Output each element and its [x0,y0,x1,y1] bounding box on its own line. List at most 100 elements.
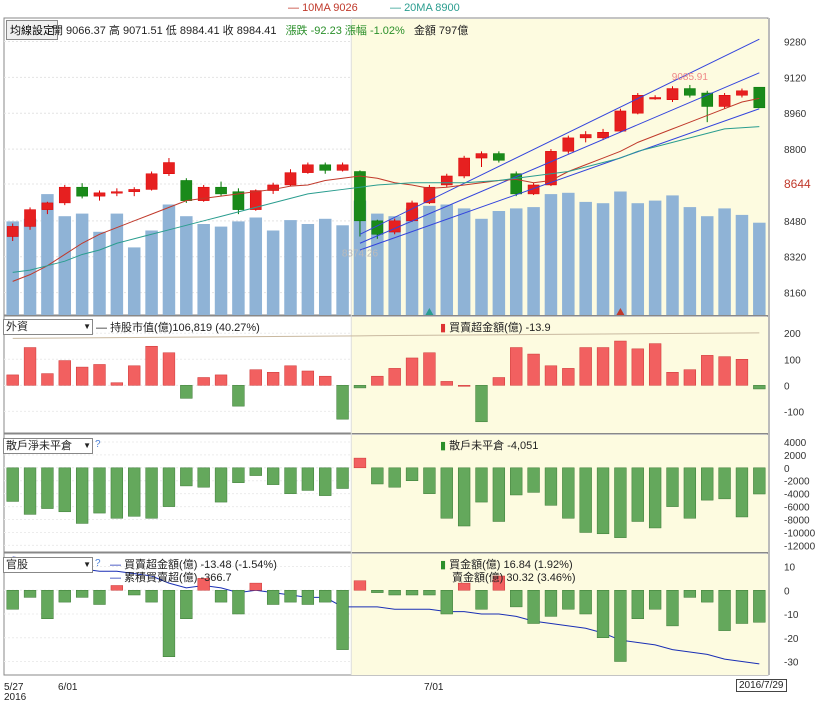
retail-oi-bar [162,467,176,507]
candle-body [354,171,366,222]
official-net-bar [683,590,697,598]
official-net-tick-label: -10 [784,610,799,621]
retail-oi-bar [718,467,731,500]
candle-body [232,191,245,210]
candle-body [458,157,470,177]
candle-body [718,95,731,107]
volume-bar [457,208,471,315]
candle-body [510,173,523,195]
volume-bar [266,230,280,315]
foreign-net-bar [666,372,679,386]
official-select[interactable]: 官股 ▼ [3,557,93,573]
min-annotation: 8374.26 [342,249,379,260]
volume-bar [683,207,697,315]
official-net-bar [58,590,71,603]
chevron-down-icon: ▼ [83,441,91,450]
y-tick-label: 8480 [784,217,807,228]
x-label-year: 2016 [4,692,27,703]
retail-oi-bar [423,467,436,494]
candle-layer [6,84,766,242]
volume-bar [318,218,332,315]
foreign-net-bar [735,359,749,386]
official-net-bar [197,578,210,591]
official-buy-label: ▮ 買金額(億) 16.84 (1.92%) [440,559,573,571]
foreign-net-bar [440,381,453,386]
foreign-net-bar [162,352,176,386]
official-net-bar [492,575,506,591]
help-icon[interactable]: ? [95,558,101,569]
candle-body [111,191,123,194]
retail-select[interactable]: 散戶淨未平倉 ▼ [3,438,93,454]
y-tick-label: 9120 [784,73,807,84]
ma-settings-button[interactable]: 均線設定 [6,20,58,40]
official-net-bar [648,590,662,610]
volume-bar [127,247,141,315]
retail-oi-bar [666,467,679,507]
retail-oi-tick-label: 0 [784,464,790,475]
candle-body [24,209,36,227]
candle-body [614,110,627,132]
retail-oi-tick-label: -2000 [784,477,810,488]
foreign-net-bar [180,385,193,399]
volume-bar [405,208,419,315]
official-net-tick-label: 10 [784,563,796,574]
retail-oi-tick-label: -4000 [784,490,810,501]
volume-bar [579,201,592,315]
official-cum-line [12,556,760,665]
chevron-down-icon: ▼ [83,560,91,569]
foreign-net-bar [232,385,245,407]
line-layer [12,38,760,665]
retail-oi-bar [336,467,349,489]
official-net-bar [440,590,453,615]
candle-body [6,226,19,237]
volume-bar [735,214,749,315]
retail-oi-bar [75,467,89,524]
official-net-bar [145,590,158,603]
volume-bar [753,222,766,315]
volume-bar [596,203,610,315]
candle-body [128,189,141,192]
volume-bar [214,226,228,315]
low-value: 低 8984.41 [165,25,220,37]
foreign-net-bar [614,340,627,386]
month-highlight [351,19,768,315]
foreign-select[interactable]: 外資 ▼ [3,319,93,335]
official-net-bar [232,590,245,615]
volume-bar [475,218,488,315]
candle-body [93,192,106,197]
volume-bar [544,194,558,315]
official-net-bar [718,590,731,631]
foreign-holding-label: — 持股市值(億)106,819 (40.27%) [96,322,260,334]
retail-oi-bar [475,467,488,503]
retail-oi-bar [58,467,71,513]
change-pct-value: -1.02% [369,25,405,37]
volume-bar [93,231,106,315]
change-value: 漲跌 -92.23 [285,25,342,37]
official-net-bar [666,590,679,627]
help-icon[interactable]: ? [95,439,101,450]
retail-oi-bar [683,467,697,519]
retail-oi-bar [648,467,662,529]
volume-bar [249,217,263,315]
foreign-net-bar [596,347,610,386]
official-net-bar [475,590,488,610]
foreign-net-bar [510,347,523,386]
candle-body [41,202,54,210]
volume-bar [162,204,176,315]
candle-body [76,186,88,197]
retail-oi-bar [562,467,575,519]
official-cum-label: — 累積買賣超(億) -366.7 [110,572,232,584]
candle-body [319,164,332,171]
foreign-net-bar [631,348,644,386]
volume-bar [197,224,210,315]
official-net-bar [93,590,106,605]
foreign-net-bar [701,355,714,386]
retail-oi-bar [371,467,384,485]
volume-bar [145,230,158,315]
foreign-net-bar [544,365,558,386]
official-net-bar [6,590,19,610]
volume-bar [41,194,54,315]
candle-body [631,95,644,114]
retail-oi-tick-label: 4000 [784,438,807,449]
x-end-date: 2016/7/29 [736,679,787,692]
